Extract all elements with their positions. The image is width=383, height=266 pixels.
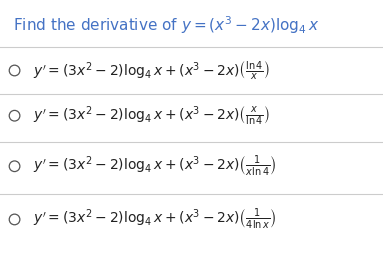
Text: $y' = (3x^2-2)\log_4 x + (x^3-2x)\left(\frac{1}{x\ln4}\right)$: $y' = (3x^2-2)\log_4 x + (x^3-2x)\left(\… (33, 154, 276, 179)
Text: $y' = (3x^2-2)\log_4 x + (x^3-2x)\left(\frac{x}{\ln 4}\right)$: $y' = (3x^2-2)\log_4 x + (x^3-2x)\left(\… (33, 104, 270, 128)
Text: $y' = (3x^2-2)\log_4 x + (x^3-2x)\left(\frac{\ln 4}{x}\right)$: $y' = (3x^2-2)\log_4 x + (x^3-2x)\left(\… (33, 60, 270, 81)
Text: $y' = (3x^2-2)\log_4 x + (x^3-2x)\left(\frac{1}{4\ln x}\right)$: $y' = (3x^2-2)\log_4 x + (x^3-2x)\left(\… (33, 207, 276, 232)
Text: Find the derivative of $y = (x^3 - 2x)\log_4 x$: Find the derivative of $y = (x^3 - 2x)\l… (13, 15, 320, 36)
